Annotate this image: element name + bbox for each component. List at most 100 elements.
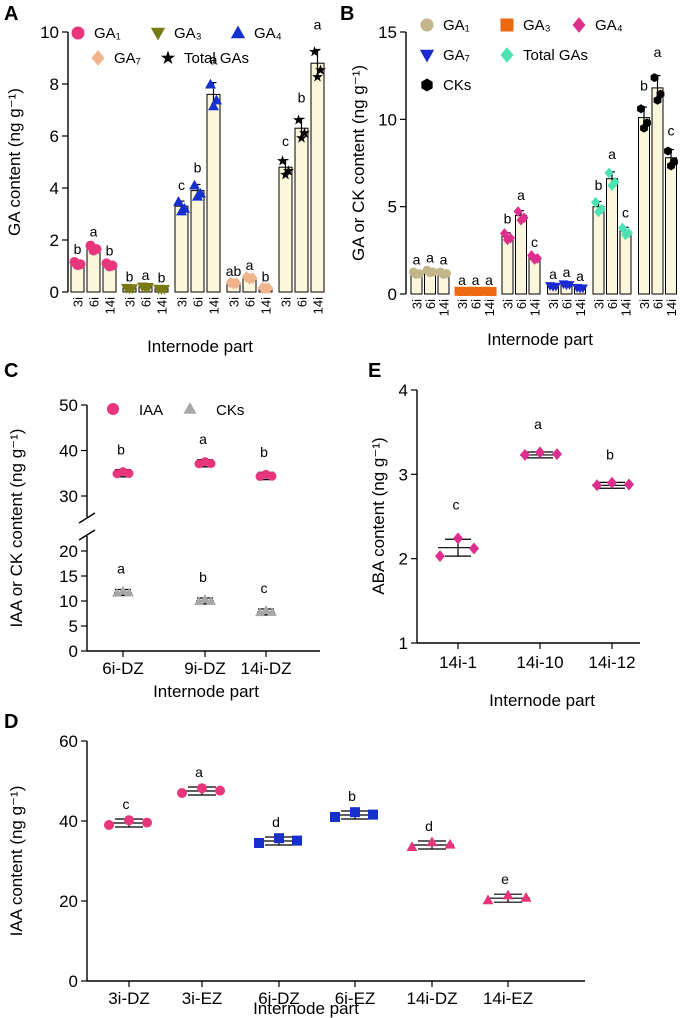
bar — [619, 230, 632, 295]
bar — [638, 117, 650, 295]
significance-letter: b — [260, 444, 268, 460]
y-tick-label: 40 — [59, 442, 78, 461]
data-point — [228, 277, 239, 290]
significance-letter: c — [123, 796, 130, 812]
data-point — [621, 229, 630, 241]
y-tick-label: 8 — [50, 75, 59, 94]
significance-letter: a — [517, 187, 525, 203]
data-point — [124, 587, 134, 597]
significance-letter: a — [195, 764, 203, 780]
legend-label: GA₁ — [443, 17, 470, 34]
bar — [206, 93, 221, 293]
data-point — [607, 476, 617, 489]
data-point — [594, 206, 603, 218]
panel-letter: A — [4, 3, 18, 25]
x-tick-label: 14i — [103, 297, 118, 314]
significance-letter: a — [608, 146, 616, 162]
data-point — [124, 284, 135, 295]
y-tick-label: 15 — [378, 23, 397, 42]
bar — [592, 206, 605, 295]
legend-label: Total GAs — [523, 47, 588, 64]
y-tick-label: 30 — [59, 487, 78, 506]
data-point — [112, 587, 122, 597]
x-tick-label: 3i — [455, 299, 470, 309]
y-tick-label: 5 — [388, 198, 397, 217]
x-tick-label: 14i-12 — [588, 653, 635, 672]
data-point — [592, 479, 602, 492]
x-tick-label: 14i-EZ — [483, 989, 533, 1008]
data-point — [156, 285, 167, 295]
x-tick-label: 6i — [469, 299, 484, 309]
y-tick-label: 50 — [59, 396, 78, 415]
y-tick-label: 20 — [59, 892, 78, 911]
data-point — [503, 234, 512, 246]
x-tick-label: 14i-10 — [516, 653, 563, 672]
legend-marker — [91, 50, 105, 66]
y-axis-label: GA content (ng g⁻¹) — [5, 88, 24, 236]
significance-letter: a — [458, 272, 466, 288]
data-point — [118, 585, 128, 595]
panel-a: A 0 2 4 6 8 10 GA content (ng g⁻¹) Internode par… — [4, 3, 326, 356]
data-point — [484, 287, 494, 297]
significance-letter: a — [426, 250, 434, 266]
data-point — [72, 260, 83, 271]
significance-letter: b — [117, 441, 125, 457]
data-point — [261, 605, 271, 614]
y-tick-label: 10 — [378, 110, 397, 129]
data-point — [215, 785, 225, 796]
data-point — [406, 841, 418, 851]
panel-b: B 0 5 10 15 GA or CK content (ng g⁻¹) Internod… — [340, 3, 679, 349]
data-point — [412, 269, 421, 279]
bar — [310, 62, 325, 293]
x-axis-label: Internode part — [153, 682, 259, 701]
legend-marker — [500, 18, 514, 32]
panel-letter: B — [340, 3, 354, 25]
data-point — [189, 179, 200, 190]
data-point — [604, 167, 614, 179]
y-tick-label: 1 — [399, 634, 408, 653]
y-tick-label: 0 — [69, 642, 78, 661]
x-axis-label: Internode part — [487, 330, 593, 349]
significance-letter: a — [117, 561, 125, 577]
data-point — [368, 809, 378, 820]
data-point — [516, 214, 526, 226]
y-axis-label: ABA content (ng g⁻¹) — [369, 437, 388, 594]
x-tick-label: 3i — [227, 297, 242, 307]
x-tick-label: 6i-DZ — [102, 659, 144, 678]
legend-marker — [107, 403, 119, 415]
significance-letter: c — [261, 580, 268, 596]
data-point — [561, 281, 572, 291]
data-point — [267, 471, 277, 481]
legend-marker — [160, 50, 176, 65]
x-tick-label: 14i — [437, 299, 452, 316]
data-point — [591, 196, 600, 208]
significance-letter: a — [314, 17, 322, 33]
data-point — [435, 550, 445, 563]
x-tick-label: 6i-DZ — [258, 989, 300, 1008]
data-point — [502, 889, 514, 900]
x-tick-label: 14i — [619, 299, 634, 316]
data-point — [267, 607, 277, 616]
panel-c: C 30 40 50 0 5 10 15 20 IAA or CK content (ng g⁻¹… — [4, 360, 320, 701]
significance-letter: a — [472, 272, 480, 288]
x-tick-label: 3i-EZ — [182, 989, 223, 1008]
bar — [278, 166, 293, 293]
data-point — [482, 894, 494, 905]
legend-label: CKs — [443, 77, 471, 94]
y-tick-label: 4 — [50, 179, 59, 198]
data-point — [244, 272, 255, 285]
y-tick-label: 5 — [69, 617, 78, 636]
y-tick-label: 10 — [59, 592, 78, 611]
data-point — [607, 180, 617, 192]
x-tick-label: 14i — [155, 297, 170, 314]
legend-marker — [150, 27, 166, 41]
y-tick-label: 3 — [399, 465, 408, 484]
y-tick-label: 20 — [59, 542, 78, 561]
data-point — [208, 100, 219, 111]
data-point — [453, 532, 463, 545]
x-tick-label: 6i — [243, 297, 258, 307]
axis-break-mark — [78, 529, 96, 541]
data-point — [283, 165, 294, 176]
legend-marker — [183, 402, 197, 414]
x-tick-label: 6i — [87, 297, 102, 307]
